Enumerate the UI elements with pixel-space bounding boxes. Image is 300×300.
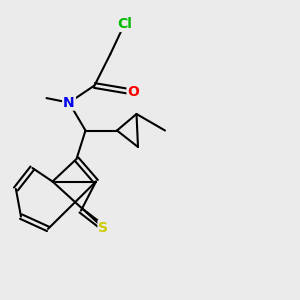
Text: N: N (63, 96, 75, 110)
Text: Cl: Cl (117, 17, 132, 31)
Text: O: O (128, 85, 140, 99)
Text: S: S (98, 221, 109, 235)
